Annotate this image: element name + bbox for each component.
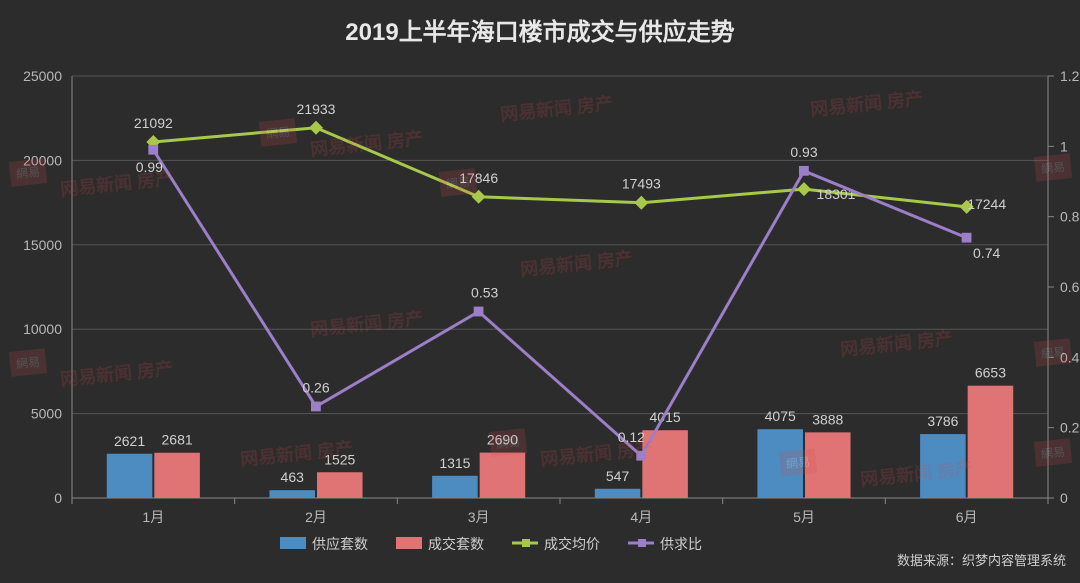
marker xyxy=(636,451,646,461)
y-right-tick: 0.4 xyxy=(1060,349,1080,365)
combo-chart: 0 5000 10000 15000 20000 25000 0 0.2 0.4 0.6 0.8 1 1… xyxy=(0,0,1080,583)
y-right-tick: 0 xyxy=(1060,490,1068,506)
line-value: 0.53 xyxy=(471,285,498,301)
legend-label: 供求比 xyxy=(660,536,702,552)
marker xyxy=(799,166,809,176)
y-right-tick: 1 xyxy=(1060,138,1068,154)
y-right-tick: 0.2 xyxy=(1060,420,1080,436)
bar xyxy=(805,432,851,498)
line-value: 17244 xyxy=(967,196,1006,212)
bar-value: 547 xyxy=(606,468,630,484)
line-value: 0.74 xyxy=(973,245,1000,261)
bar xyxy=(480,453,526,498)
legend-swatch xyxy=(280,537,306,549)
y-left-tick: 20000 xyxy=(23,152,62,168)
bar-value: 2690 xyxy=(487,432,518,448)
x-tick-label: 4月 xyxy=(630,509,652,525)
x-tick-label: 6月 xyxy=(956,509,978,525)
y-left-tick: 10000 xyxy=(23,321,62,337)
x-tick-label: 5月 xyxy=(793,509,815,525)
marker xyxy=(148,145,158,155)
y-left-tick: 5000 xyxy=(31,406,62,422)
line-value: 0.26 xyxy=(302,380,329,396)
bar-value: 1525 xyxy=(324,451,355,467)
x-tick-label: 3月 xyxy=(468,509,490,525)
bar xyxy=(757,429,803,498)
legend-marker xyxy=(522,539,530,547)
bar-value: 2621 xyxy=(114,433,145,449)
marker xyxy=(474,307,484,317)
y-right-tick: 0.6 xyxy=(1060,279,1080,295)
bar-value: 463 xyxy=(281,469,305,485)
legend-label: 成交均价 xyxy=(544,536,600,552)
y-left-tick: 15000 xyxy=(23,237,62,253)
line-value: 0.93 xyxy=(790,144,817,160)
bar xyxy=(432,476,478,498)
marker xyxy=(962,233,972,243)
chart-title: 2019上半年海口楼市成交与供应走势 xyxy=(345,18,734,46)
bar-value: 4075 xyxy=(765,408,796,424)
legend-label: 成交套数 xyxy=(428,536,484,552)
y-right-tick: 1.2 xyxy=(1060,68,1080,84)
line-value: 17493 xyxy=(622,176,661,192)
bar-value: 3888 xyxy=(812,411,843,427)
source-text: 数据来源：织梦内容管理系统 xyxy=(897,553,1066,568)
marker xyxy=(311,402,321,412)
y-left-tick: 0 xyxy=(54,490,62,506)
line-value: 17846 xyxy=(459,170,498,186)
bar-value: 1315 xyxy=(439,455,470,471)
x-tick-label: 2月 xyxy=(305,509,327,525)
legend-label: 供应套数 xyxy=(312,536,368,552)
bar xyxy=(269,490,315,498)
bar-value: 6653 xyxy=(975,365,1006,381)
line-value: 21092 xyxy=(134,115,173,131)
bar xyxy=(595,489,641,498)
bar xyxy=(154,453,200,498)
bar-value: 2681 xyxy=(162,432,193,448)
line-value: 0.12 xyxy=(618,429,645,445)
legend-swatch xyxy=(396,537,422,549)
bar xyxy=(107,454,153,498)
bar xyxy=(968,386,1014,498)
line-value: 21933 xyxy=(297,101,336,117)
x-tick-label: 1月 xyxy=(142,509,164,525)
line-value: 0.99 xyxy=(136,159,163,175)
legend-marker xyxy=(638,539,646,547)
y-left-tick: 25000 xyxy=(23,68,62,84)
bar-value: 3786 xyxy=(927,413,958,429)
bar xyxy=(920,434,966,498)
y-right-tick: 0.8 xyxy=(1060,209,1080,225)
bar xyxy=(317,472,363,498)
